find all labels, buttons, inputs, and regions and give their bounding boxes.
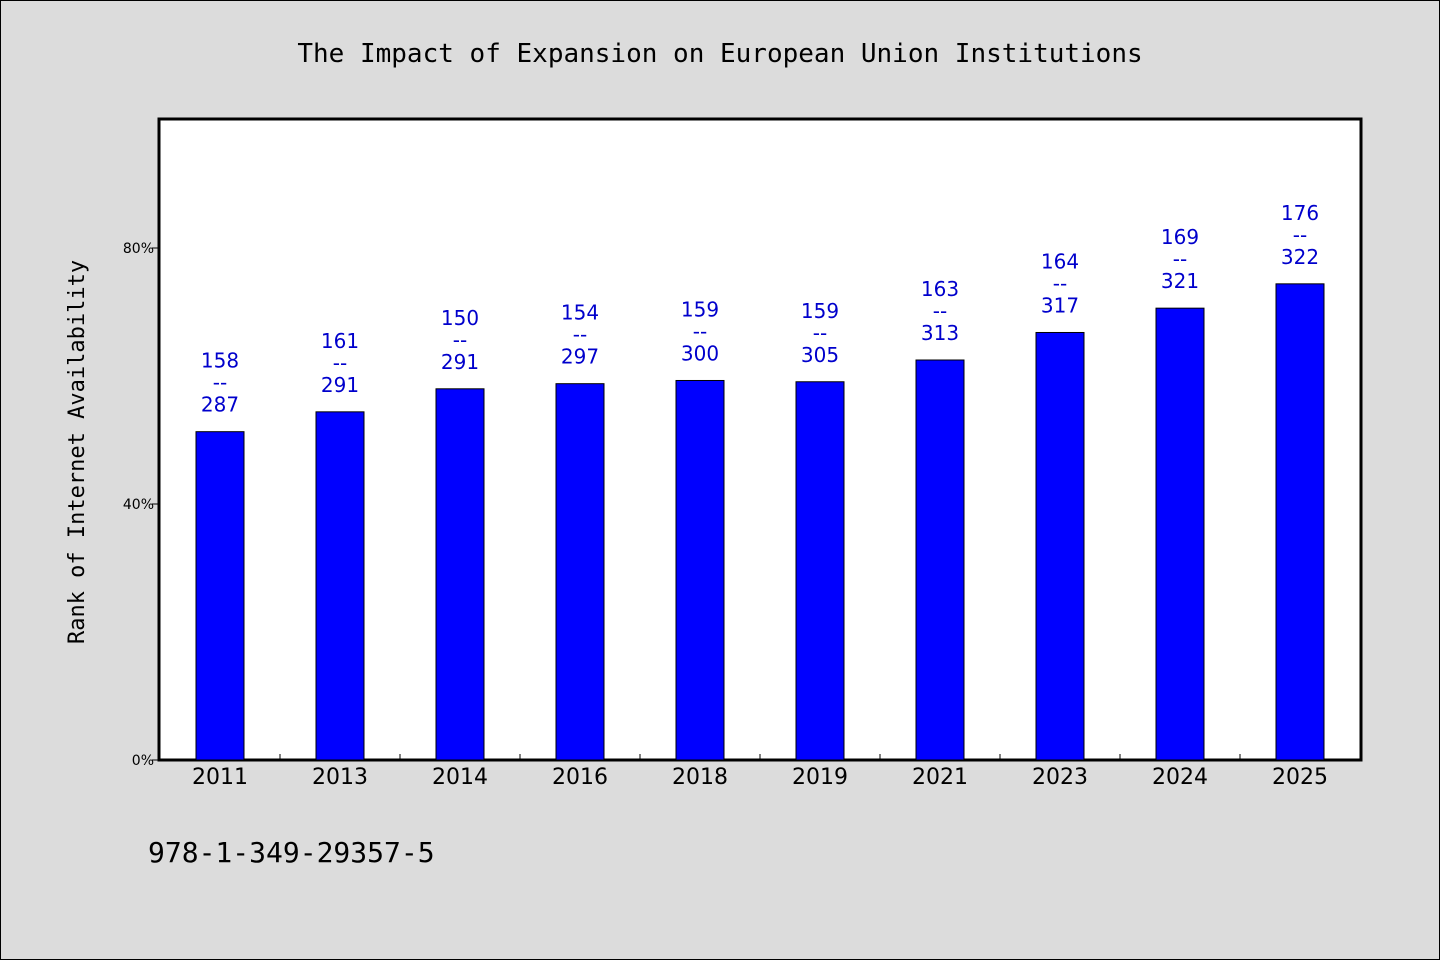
data-label-top: 169 [1161,225,1199,249]
data-label-bottom: 300 [681,341,719,365]
bar-2011 [195,431,245,761]
data-label-separator: -- [453,328,467,352]
bar-2025 [1275,283,1325,761]
data-label-separator: -- [813,321,827,345]
data-label-separator: -- [333,351,347,375]
x-tick-label: 2016 [552,765,608,790]
data-label-separator: -- [573,323,587,347]
data-label-top: 159 [801,299,839,323]
data-label-separator: -- [693,319,707,343]
data-label-separator: -- [1293,223,1307,247]
x-tick-label: 2021 [912,765,968,790]
x-tick-label: 2011 [192,765,248,790]
data-label-separator: -- [213,371,227,395]
x-axis-ticks: 2011 2013 2014 2016 2018 2019 2021 2023 2024 2025 [192,754,1328,790]
data-label-bottom: 287 [201,393,239,417]
data-label-bottom: 291 [441,350,479,374]
bar-2013 [315,411,365,761]
y-axis-label: Rank of Internet Availability [65,260,90,644]
data-label-separator: -- [933,299,947,323]
x-tick-label: 2025 [1272,765,1328,790]
y-tick-label: 0% [132,753,154,769]
y-tick-label: 40% [123,497,154,513]
data-label-top: 158 [201,349,239,373]
data-labels-layer: 287--158291--161291--150297--154300--159… [201,201,1319,417]
x-tick-label: 2018 [672,765,728,790]
bar-2018 [675,379,725,761]
chart-title: The Impact of Expansion on European Unio… [297,39,1142,69]
data-label-top: 163 [921,277,959,301]
data-label-bottom: 305 [801,343,839,367]
x-tick-label: 2013 [312,765,368,790]
bar-2016 [555,383,605,761]
data-label-top: 154 [561,301,599,325]
data-label-bottom: 291 [321,373,359,397]
data-label-top: 159 [681,297,719,321]
bar-2019 [795,381,845,761]
data-label-bottom: 297 [561,345,599,369]
bar-2014 [435,388,485,761]
isbn-label: 978-1-349-29357-5 [148,836,435,869]
data-label-bottom: 313 [921,321,959,345]
data-label-separator: -- [1173,247,1187,271]
x-tick-label: 2023 [1032,765,1088,790]
bar-2023 [1035,331,1085,761]
bar-2021 [915,359,965,761]
bars-layer [195,283,1325,761]
data-label-bottom: 317 [1041,293,1079,317]
data-label-top: 150 [441,306,479,330]
data-label-bottom: 321 [1161,269,1199,293]
x-tick-label: 2024 [1152,765,1208,790]
y-axis-ticks: 0% 40% 80% [123,241,160,769]
data-label-top: 164 [1041,249,1079,273]
x-tick-label: 2014 [432,765,488,790]
data-label-bottom: 322 [1281,245,1319,269]
y-tick-label: 80% [123,241,154,257]
data-label-top: 161 [321,329,359,353]
data-label-separator: -- [1053,271,1067,295]
x-tick-label: 2019 [792,765,848,790]
bar-2024 [1155,307,1205,761]
data-label-top: 176 [1281,201,1319,225]
